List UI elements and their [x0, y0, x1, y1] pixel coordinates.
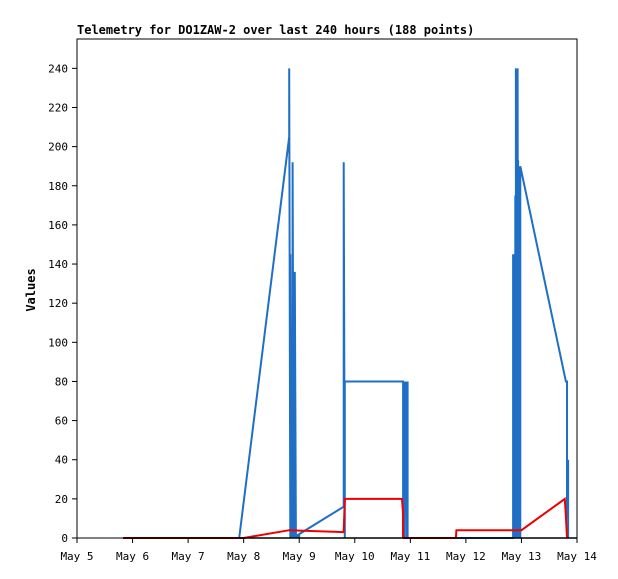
- y-tick-label: 140: [48, 258, 68, 271]
- y-tick-label: 80: [55, 375, 68, 388]
- y-axis: 0 20 40 60 80 100 120 140 160 180 200 220 240: [48, 62, 77, 545]
- x-tick-label: May 5: [60, 550, 93, 563]
- y-tick-label: 120: [48, 297, 68, 310]
- x-tick-label: May 11: [390, 550, 430, 563]
- y-tick-label: 240: [48, 62, 68, 75]
- chart-title: Telemetry for DO1ZAW-2 over last 240 hou…: [77, 23, 474, 37]
- x-tick-label: May 6: [116, 550, 149, 563]
- plot-area: [123, 68, 577, 539]
- y-axis-label: Values: [24, 268, 38, 311]
- y-tick-label: 160: [48, 219, 68, 232]
- x-tick-label: May 10: [335, 550, 375, 563]
- x-tick-label: May 12: [446, 550, 486, 563]
- series-line-red: [123, 497, 568, 539]
- y-tick-label: 60: [55, 415, 68, 428]
- y-tick-label: 100: [48, 336, 68, 349]
- x-axis: May 5 May 6 May 7 May 8 May 9 May 10 May 11 May…: [60, 538, 597, 563]
- x-tick-label: May 7: [172, 550, 205, 563]
- x-tick-label: May 9: [283, 550, 316, 563]
- x-tick-label: May 13: [502, 550, 542, 563]
- plot-frame: [76, 38, 578, 539]
- y-tick-label: 40: [55, 454, 68, 467]
- y-tick-label: 220: [48, 101, 68, 114]
- y-tick-label: 200: [48, 141, 68, 154]
- x-tick-label: May 8: [227, 550, 260, 563]
- y-tick-label: 0: [61, 532, 68, 545]
- x-tick-label: May 14: [557, 550, 597, 563]
- y-tick-label: 180: [48, 180, 68, 193]
- y-tick-label: 20: [55, 493, 68, 506]
- series-line-blue: [123, 68, 570, 539]
